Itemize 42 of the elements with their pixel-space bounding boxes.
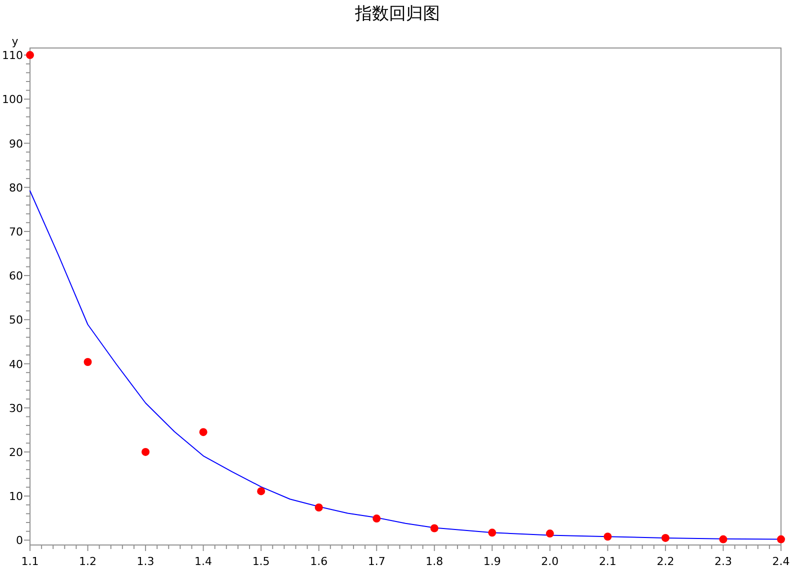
y-tick-label: 60: [9, 270, 23, 283]
chart-title: 指数回归图: [354, 4, 440, 24]
x-tick-label: 1.9: [483, 555, 501, 568]
x-tick-label: 1.4: [194, 555, 212, 568]
point: [257, 487, 266, 496]
point: [546, 530, 554, 538]
x-tick-label: 2.0: [541, 555, 559, 568]
y-tick-label: 80: [9, 181, 23, 194]
point: [142, 448, 150, 456]
point: [84, 358, 92, 366]
y-tick-label: 90: [9, 137, 23, 150]
x-tick-label: 2.4: [772, 555, 790, 568]
y-tick-label: 110: [2, 49, 23, 62]
y-tick-label: 10: [9, 490, 23, 504]
point: [430, 524, 438, 532]
x-tick-label: 2.2: [656, 555, 674, 568]
x-tick-label: 1.7: [368, 555, 386, 568]
x-tick-label: 1.3: [136, 555, 154, 568]
y-tick-label: 50: [9, 314, 23, 327]
x-tick-label: 2.3: [714, 555, 732, 568]
point: [661, 534, 670, 542]
x-tick-label: 1.6: [310, 555, 328, 568]
y-tick-label: 70: [9, 225, 23, 238]
point: [719, 535, 728, 544]
point: [26, 51, 34, 60]
y-tick-label: 40: [9, 358, 23, 371]
x-tick-label: 1.1: [21, 555, 39, 568]
point: [604, 532, 612, 541]
x-tick-label: 1.8: [426, 555, 444, 568]
point: [314, 504, 323, 512]
point: [372, 514, 381, 523]
y-tick-label: 0: [16, 534, 23, 548]
x-tick-label: 1.2: [79, 555, 97, 568]
x-tick-label: 1.5: [252, 555, 270, 568]
point: [777, 535, 785, 544]
y-axis-title: y: [12, 35, 19, 48]
x-tick-label: 2.1: [598, 555, 616, 568]
y-tick-label: 20: [9, 446, 23, 459]
y-tick-label: 30: [9, 402, 23, 415]
point: [199, 428, 208, 436]
y-tick-label: 100: [2, 93, 23, 106]
point: [488, 528, 496, 537]
